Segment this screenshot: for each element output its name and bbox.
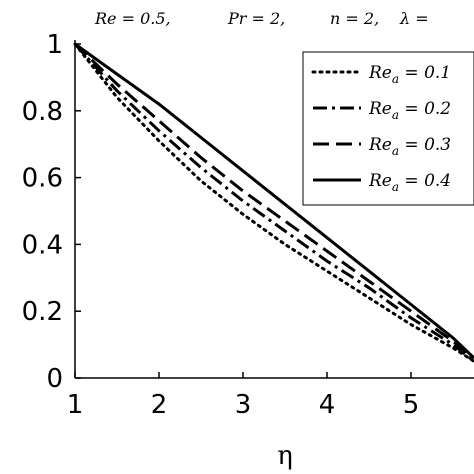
x-axis-label: η <box>277 441 293 471</box>
y-tick-label-2: 0.4 <box>22 230 63 260</box>
parameter-text-2: n = 2, <box>330 9 379 28</box>
parameter-text-3: λ = <box>399 9 429 28</box>
series-line-0 <box>73 42 474 363</box>
y-tick-label-1: 0.2 <box>22 297 63 327</box>
x-tick-label-3: 4 <box>319 390 336 420</box>
y-tick-label-4: 0.8 <box>22 97 63 127</box>
x-tick-label-0: 1 <box>67 390 84 420</box>
parameter-text-0: Re = 0.5, <box>94 9 171 28</box>
x-tick-label-4: 5 <box>403 390 420 420</box>
parameter-text-1: Pr = 2, <box>227 9 285 28</box>
y-tick-label-3: 0.6 <box>22 164 63 194</box>
axes <box>74 40 474 379</box>
series-line-1 <box>73 42 474 363</box>
legend-label-1: Rea = 0.2 <box>368 99 451 122</box>
legend-label-2: Rea = 0.3 <box>368 135 451 158</box>
series-line-3 <box>74 42 474 360</box>
x-tick-label-1: 2 <box>151 390 168 420</box>
series-line-2 <box>73 42 474 360</box>
y-tick-label-5: 1 <box>46 30 63 60</box>
y-tick-label-0: 0 <box>46 364 63 394</box>
ticks: 1 2 3 4 5 0 0.2 0.4 0.6 0.8 1 <box>22 30 420 420</box>
legend-label-0: Rea = 0.1 <box>368 63 451 86</box>
legend: Rea = 0.1 Rea = 0.2 Rea = 0.3 Rea = 0.4 <box>302 51 474 206</box>
plot-series-group <box>73 42 474 363</box>
legend-label-3: Rea = 0.4 <box>368 171 451 194</box>
parameter-caption: Re = 0.5, Pr = 2, n = 2, λ = <box>94 9 429 28</box>
x-tick-label-2: 3 <box>235 390 252 420</box>
